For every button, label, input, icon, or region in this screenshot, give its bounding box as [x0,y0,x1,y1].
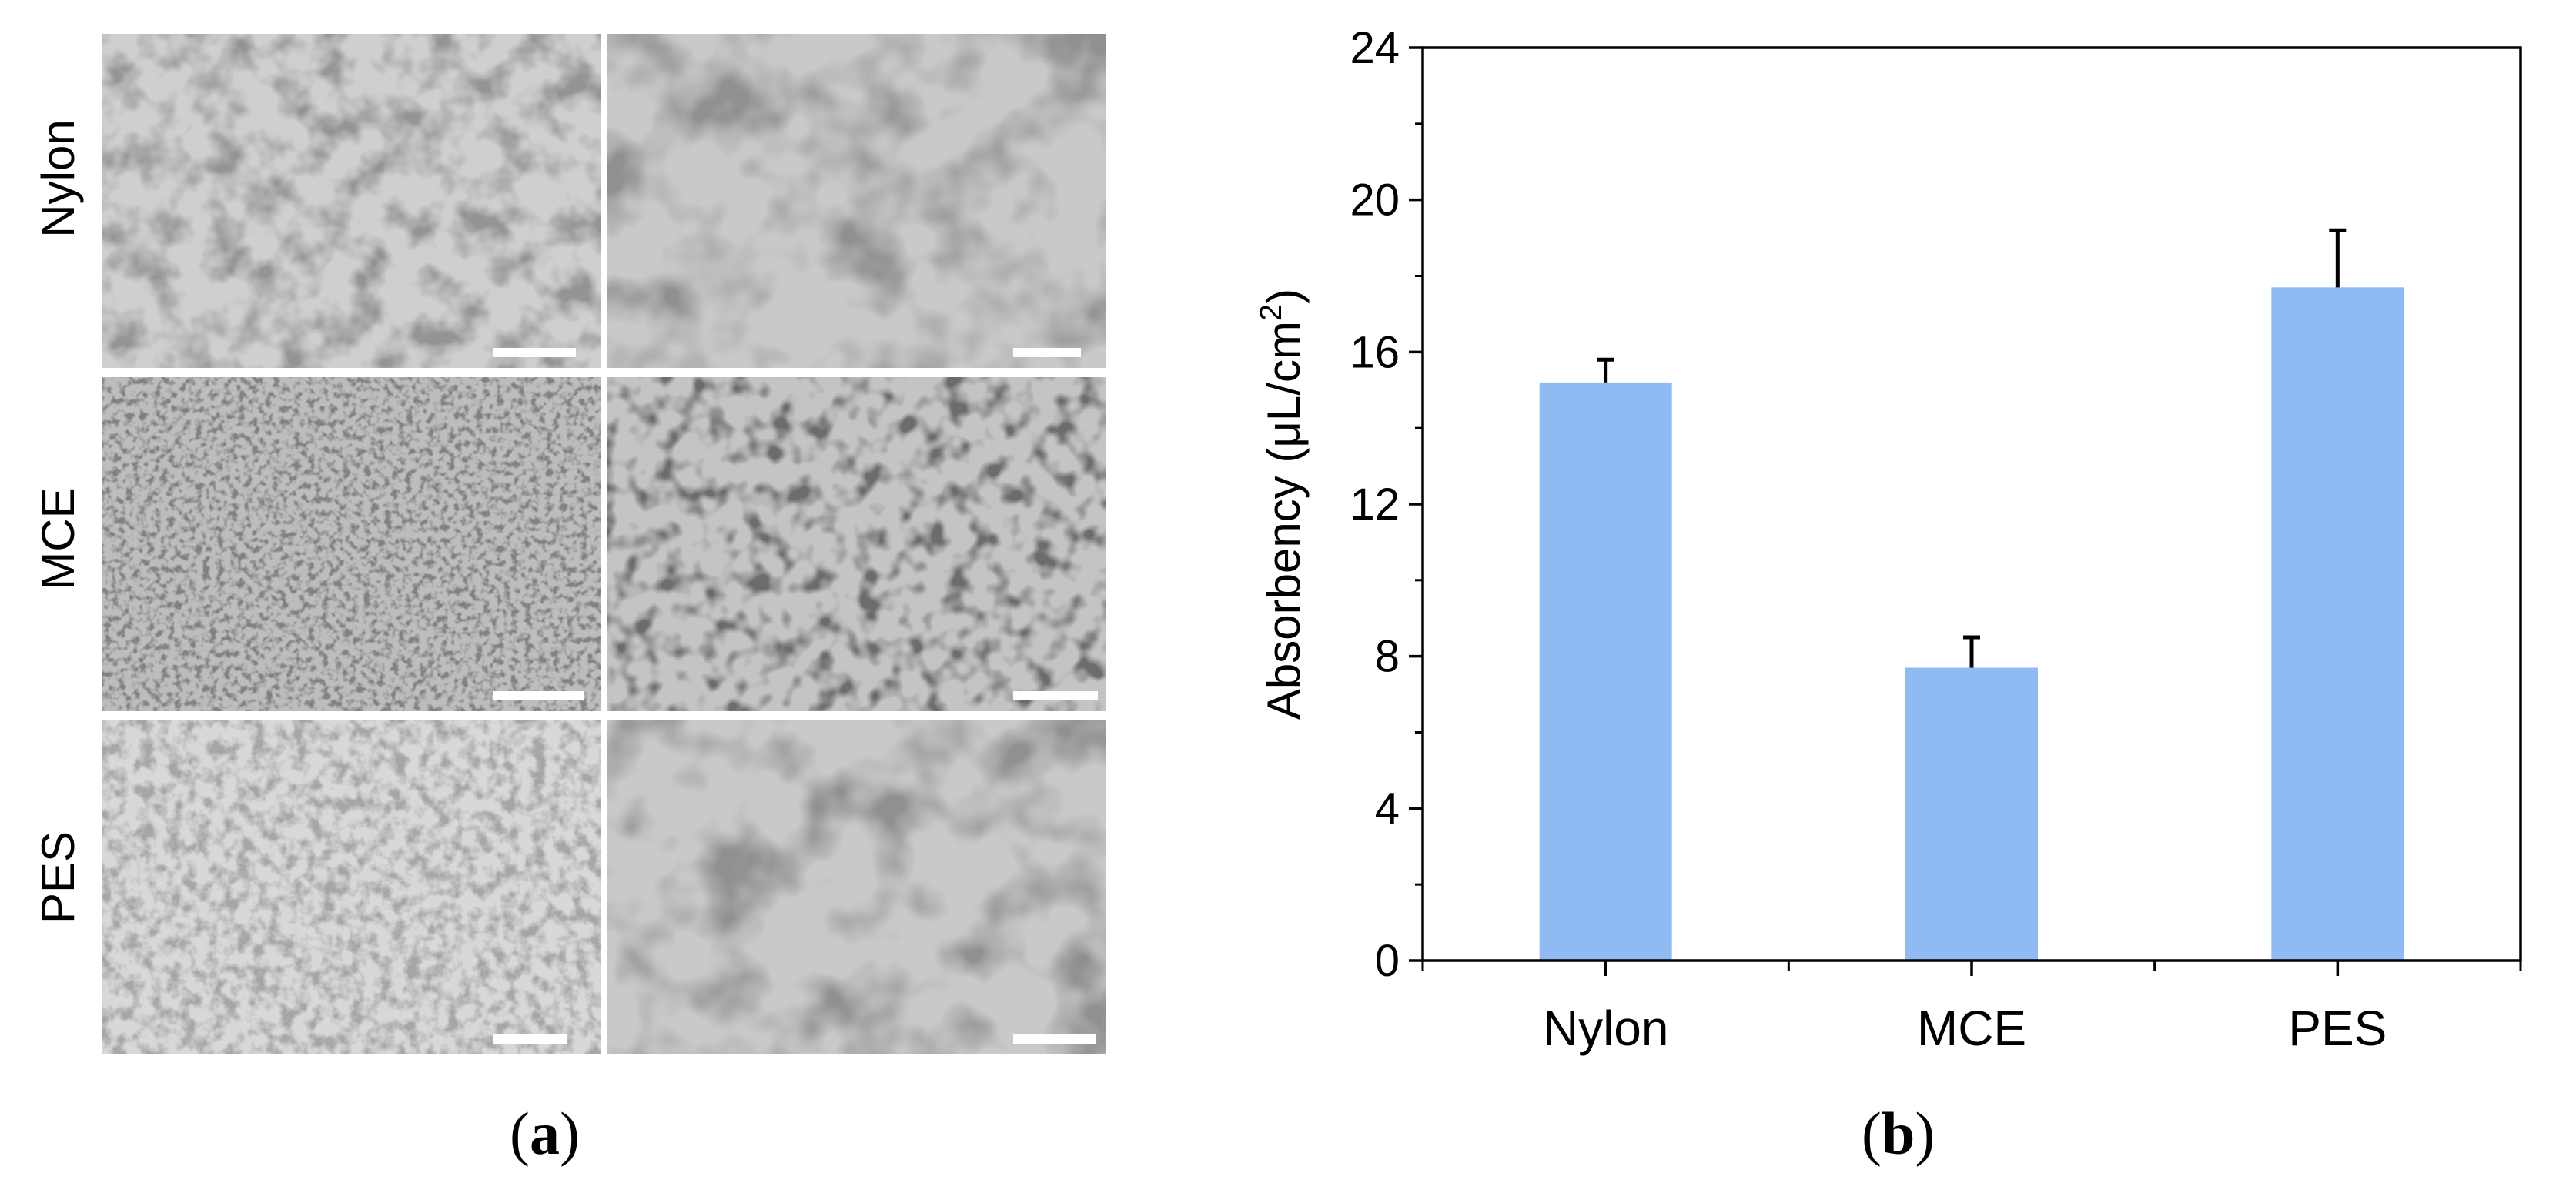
sem-image-mce-high-mag [607,377,1106,711]
y-tick-label: 24 [1350,23,1400,73]
x-tick-label: Nylon [1543,1001,1669,1056]
y-tick-label: 16 [1350,327,1400,377]
y-tick-label: 0 [1375,936,1400,986]
scale-bar [1013,691,1098,700]
x-tick-label: PES [2288,1001,2387,1056]
y-tick-label: 8 [1375,632,1400,682]
y-axis-label: Absorbency (μL/cm2) [1254,289,1310,720]
row-label-pes: PES [32,831,84,924]
bar-pes [2271,287,2404,961]
sem-row-mce [102,377,1106,711]
bar-mce [1905,667,2038,961]
absorbency-bar-chart: 0 4 8 12 16 20 24 Nylon MCE PES Absorbency (μL/cm2… [1254,23,2522,1056]
y-tick-label: 20 [1350,175,1400,226]
scale-bar [493,348,576,357]
row-label-mce: MCE [32,487,84,590]
sem-image-nylon-high-mag [607,34,1106,368]
sem-image-nylon-low-mag [102,34,601,368]
scale-bar [493,691,584,700]
sem-image-pes-low-mag [102,720,601,1054]
y-tick-label: 12 [1350,480,1400,530]
scale-bar [1013,1034,1096,1044]
scale-bar [493,1034,567,1044]
x-tick-label: MCE [1917,1001,2026,1056]
y-tick-label: 4 [1375,784,1400,834]
bar-nylon [1539,382,1672,961]
row-label-nylon: Nylon [32,119,84,237]
y-axis-label-main: Absorbency (μL/cm [1258,321,1310,720]
scale-bar [1013,348,1081,357]
sem-row-nylon [102,34,1106,368]
panel-b-caption: (b) [1862,1100,1935,1167]
y-axis-label-close: ) [1258,289,1310,304]
sem-image-mce-low-mag [102,377,601,711]
sem-row-pes [102,720,1106,1054]
sem-micrograph-panel: Nylon MCE PES [32,34,1106,1054]
sem-image-pes-high-mag [607,720,1106,1054]
panel-a-caption: (a) [510,1100,580,1167]
y-axis-label-superscript: 2 [1254,304,1288,321]
